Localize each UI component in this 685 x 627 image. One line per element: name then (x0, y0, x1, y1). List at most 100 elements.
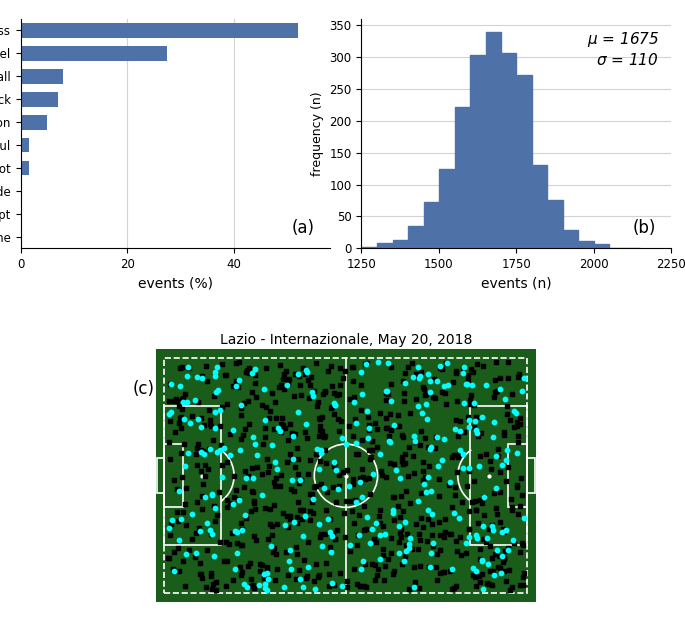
Point (517, 580, 528, 590)
Point (473, 571, 484, 581)
Point (308, 386, 319, 396)
Point (247, 368, 258, 378)
Point (236, 403, 247, 413)
Point (455, 532, 466, 542)
Point (191, 372, 202, 382)
Point (469, 416, 480, 426)
Point (249, 503, 260, 514)
Point (379, 574, 390, 584)
Point (394, 528, 405, 538)
Point (243, 367, 254, 377)
Point (468, 570, 479, 580)
Point (356, 435, 367, 445)
Point (221, 495, 232, 505)
Point (283, 571, 294, 581)
Point (400, 458, 411, 468)
Point (319, 433, 329, 443)
Point (366, 436, 377, 446)
Point (192, 497, 203, 507)
Point (489, 392, 500, 402)
Point (508, 535, 519, 545)
Point (396, 559, 407, 569)
Point (512, 421, 523, 431)
Point (414, 529, 425, 539)
Point (464, 466, 475, 476)
Point (175, 363, 186, 373)
Point (250, 364, 261, 374)
Point (306, 497, 317, 507)
Point (264, 406, 275, 416)
Point (289, 517, 300, 527)
Point (466, 391, 477, 401)
Point (364, 489, 375, 499)
Point (449, 450, 460, 460)
Point (453, 514, 464, 524)
Point (399, 556, 410, 566)
Point (458, 463, 469, 473)
Point (490, 549, 501, 559)
Point (478, 520, 489, 530)
Point (389, 421, 400, 431)
Point (197, 490, 208, 500)
Point (471, 530, 482, 540)
Point (210, 387, 221, 397)
Point (234, 374, 245, 384)
Point (497, 551, 508, 561)
Point (330, 534, 341, 544)
Point (351, 540, 362, 550)
Point (302, 562, 313, 572)
Point (249, 379, 260, 389)
Point (403, 543, 414, 553)
Bar (532, 166, 547, 248)
Point (503, 565, 514, 575)
Point (254, 566, 265, 576)
Point (347, 362, 358, 372)
Point (488, 525, 499, 535)
Point (211, 362, 222, 372)
Bar (423, 203, 438, 248)
Point (282, 511, 292, 521)
Point (485, 456, 496, 466)
Bar (508, 444, 527, 507)
Point (385, 362, 396, 372)
Point (388, 505, 399, 515)
Point (323, 366, 334, 376)
Point (414, 371, 425, 381)
Point (463, 422, 474, 432)
Point (266, 530, 277, 540)
Point (481, 450, 492, 460)
Point (380, 388, 391, 398)
Point (259, 423, 270, 433)
Point (212, 510, 223, 520)
Point (493, 451, 503, 461)
Point (419, 472, 430, 482)
Point (338, 373, 349, 383)
Point (238, 482, 249, 492)
Point (422, 472, 433, 482)
Point (471, 581, 482, 591)
Point (271, 464, 282, 474)
Point (473, 431, 484, 441)
Point (472, 359, 483, 369)
Point (414, 561, 425, 571)
Point (287, 454, 298, 464)
Point (360, 559, 371, 569)
Point (235, 569, 246, 579)
Point (362, 412, 373, 422)
Point (247, 387, 258, 397)
Point (276, 419, 287, 429)
Point (479, 492, 490, 502)
Point (242, 561, 253, 571)
Point (417, 522, 428, 532)
Point (206, 421, 217, 431)
Point (259, 569, 270, 579)
Point (449, 508, 460, 518)
Point (174, 487, 185, 497)
Point (299, 556, 310, 566)
Point (450, 415, 461, 425)
Point (363, 445, 374, 455)
Point (221, 502, 232, 512)
Point (204, 419, 215, 429)
Point (247, 432, 258, 442)
Point (380, 423, 391, 433)
